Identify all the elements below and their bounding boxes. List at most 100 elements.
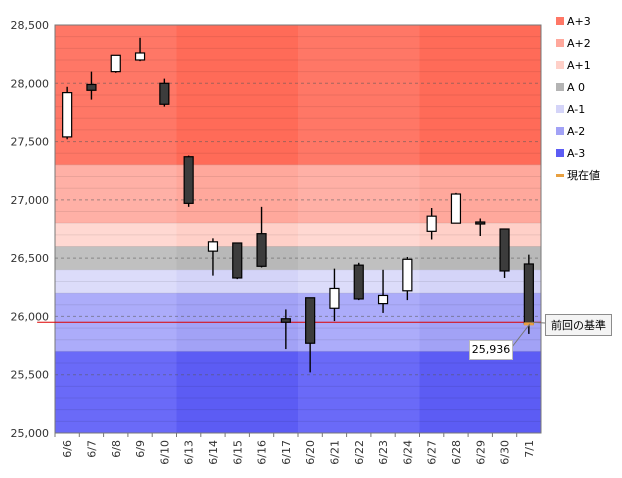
x-tick-label: 6/9 xyxy=(134,440,147,458)
band-Aminus1 xyxy=(55,269,177,294)
band-Aminus1 xyxy=(419,269,541,294)
price-label-leader xyxy=(511,323,531,348)
band-Aplus1 xyxy=(298,223,420,247)
candle-body-down xyxy=(499,228,510,272)
candle xyxy=(62,86,73,140)
candle-body-down xyxy=(86,83,97,91)
legend-label: A-2 xyxy=(567,124,586,138)
legend-swatch xyxy=(556,61,564,69)
candle xyxy=(280,309,291,350)
legend-item: 現在値 xyxy=(556,164,600,186)
candle xyxy=(426,208,437,240)
x-tick-label: 6/14 xyxy=(207,440,220,465)
band-Aminus3 xyxy=(55,351,177,433)
candle-body-up xyxy=(329,287,340,309)
candle-body-down xyxy=(353,264,364,300)
legend-item: A-1 xyxy=(556,98,600,120)
band-A0 xyxy=(419,246,541,270)
candle xyxy=(110,54,121,73)
candle xyxy=(329,268,340,322)
y-tick-label: 25,000 xyxy=(11,427,50,440)
legend-label: A+1 xyxy=(567,58,591,72)
candles xyxy=(62,37,534,373)
legend-swatch xyxy=(556,149,564,157)
legend-item: A-2 xyxy=(556,120,600,142)
candle xyxy=(256,206,267,268)
legend-swatch xyxy=(556,39,564,47)
x-tick-label: 6/29 xyxy=(474,440,487,465)
label-leader-lines xyxy=(511,321,546,348)
legend-label: A 0 xyxy=(567,80,586,94)
candle xyxy=(475,218,486,236)
candle xyxy=(499,228,510,278)
candle-body-up xyxy=(377,294,389,305)
zone-bands xyxy=(55,25,541,433)
y-axis: 25,000 25,500 26,000 26,500 27,000 27,500 28,0… xyxy=(11,19,50,440)
legend-swatch xyxy=(556,173,564,177)
legend-item: A 0 xyxy=(556,76,600,98)
legend: A+3 A+2 A+1 A 0 A-1 A-2 A-3 現在値 xyxy=(556,10,600,186)
candle xyxy=(207,238,219,276)
y-tick-label: 26,000 xyxy=(11,310,50,323)
band-Aplus2 xyxy=(55,164,177,224)
x-tick-label: 6/30 xyxy=(499,440,512,465)
band-Aplus1 xyxy=(176,223,298,247)
legend-swatch xyxy=(556,17,564,25)
candle-body-up xyxy=(110,54,121,73)
legend-swatch xyxy=(556,105,564,113)
current-price-label: 25,936 xyxy=(469,340,513,360)
y-tick-label: 28,000 xyxy=(11,77,50,90)
candle-body-down xyxy=(232,242,243,279)
y-tick-label: 25,500 xyxy=(11,369,50,382)
reference-label-leader xyxy=(531,321,546,324)
x-tick-label: 6/22 xyxy=(353,440,366,465)
legend-label: A+2 xyxy=(567,36,591,50)
candle-body-up xyxy=(450,193,462,224)
x-tick-label: 6/7 xyxy=(85,440,98,458)
legend-item: A+2 xyxy=(556,32,600,54)
x-tick-label: 6/8 xyxy=(110,440,123,458)
candle-body-up xyxy=(62,92,73,138)
x-tick-label: 6/24 xyxy=(401,440,414,465)
candle-body-down xyxy=(305,297,316,344)
x-axis: 6/6 6/7 6/8 6/9 6/10 6/13 6/14 6/15 6/16 6/17 6/20… xyxy=(54,433,536,465)
candle-body-down xyxy=(475,221,486,225)
candle xyxy=(86,71,97,100)
candle-body-up xyxy=(402,258,413,292)
candle xyxy=(159,78,170,107)
candle-body-down xyxy=(280,318,291,323)
candle xyxy=(232,242,243,280)
legend-label: 現在値 xyxy=(567,169,600,182)
candle xyxy=(402,256,413,301)
band-Aplus2 xyxy=(298,164,420,224)
y-tick-label: 27,000 xyxy=(11,194,50,207)
legend-item: A-3 xyxy=(556,142,600,164)
candle-body-down xyxy=(523,263,534,325)
band-Aplus1 xyxy=(55,223,177,247)
legend-label: A-3 xyxy=(567,146,586,160)
band-Aplus2 xyxy=(419,164,541,224)
legend-item: A+3 xyxy=(556,10,600,32)
x-tick-label: 6/23 xyxy=(377,440,390,465)
candle-body-down xyxy=(183,156,194,204)
y-tick-label: 27,500 xyxy=(11,136,50,149)
candle xyxy=(305,297,316,373)
legend-swatch xyxy=(556,83,564,91)
x-tick-label: 6/21 xyxy=(328,440,341,465)
legend-item: A+1 xyxy=(556,54,600,76)
x-tick-label: 6/28 xyxy=(450,440,463,465)
y-tick-label: 26,500 xyxy=(11,252,50,265)
x-tick-label: 6/13 xyxy=(183,440,196,465)
candle xyxy=(353,262,364,301)
x-tick-label: 6/15 xyxy=(231,440,244,465)
band-Aplus2 xyxy=(176,164,298,224)
candle-body-down xyxy=(256,233,267,267)
band-Aminus3 xyxy=(176,351,298,433)
x-tick-label: 6/27 xyxy=(426,440,439,465)
y-tick-label: 28,500 xyxy=(11,19,50,32)
candle xyxy=(183,155,194,207)
x-tick-label: 6/20 xyxy=(304,440,317,465)
candle xyxy=(450,192,462,224)
x-tick-label: 6/16 xyxy=(256,440,269,465)
